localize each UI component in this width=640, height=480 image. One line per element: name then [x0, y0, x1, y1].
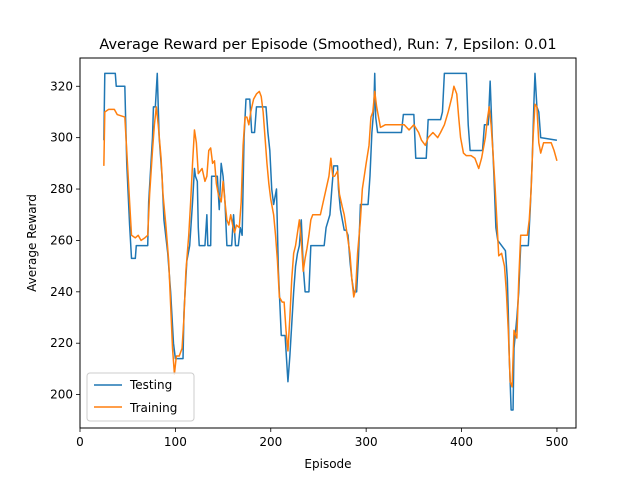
x-tick-label: 0 — [76, 435, 84, 449]
series-line-testing — [103, 72, 558, 411]
legend-testing-label: Testing — [129, 378, 172, 392]
x-axis: 0 100 200 300 400 500 — [76, 428, 568, 449]
y-tick-label: 280 — [50, 182, 73, 196]
y-axis: 200 220 240 260 280 300 320 — [50, 79, 80, 402]
x-tick-label: 300 — [355, 435, 378, 449]
x-tick-label: 100 — [164, 435, 187, 449]
legend: Testing Training — [86, 372, 195, 422]
y-tick-label: 320 — [50, 79, 73, 93]
y-tick-label: 300 — [50, 131, 73, 145]
legend-training-label: Training — [129, 401, 177, 415]
x-tick-label: 500 — [545, 435, 568, 449]
plot-frame — [79, 57, 577, 429]
y-tick-label: 200 — [50, 388, 73, 402]
x-tick-label: 200 — [259, 435, 282, 449]
series-line-training — [103, 85, 558, 388]
y-tick-label: 220 — [50, 336, 73, 350]
chart-title: Average Reward per Episode (Smoothed), R… — [99, 37, 556, 53]
x-axis-label: Episode — [304, 457, 351, 471]
y-tick-label: 260 — [50, 233, 73, 247]
y-axis-label: Average Reward — [25, 194, 39, 292]
x-tick-label: 400 — [450, 435, 473, 449]
y-tick-label: 240 — [50, 285, 73, 299]
